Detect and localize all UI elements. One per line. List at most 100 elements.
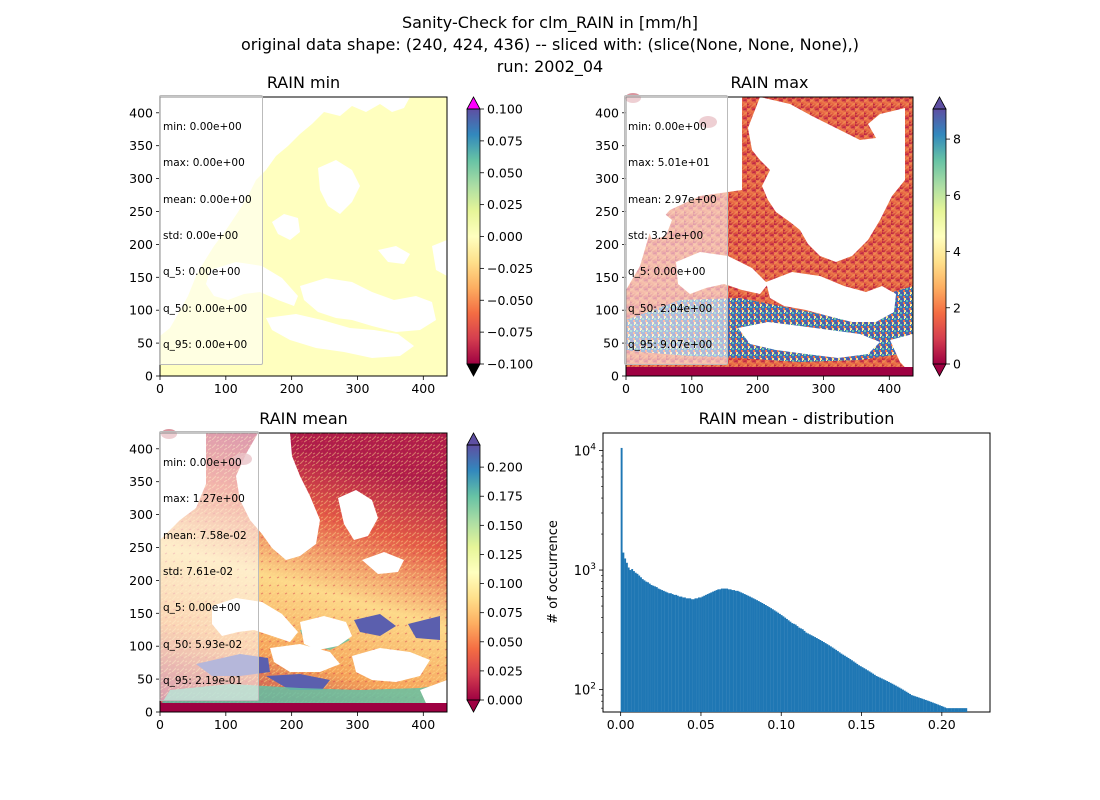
histogram-bar	[824, 643, 827, 712]
stats-line: q_5: 0.00e+00	[163, 266, 241, 279]
y-tick-label: 150	[129, 270, 153, 285]
colorbar-tick-label: −0.100	[487, 357, 533, 372]
figure-title-line: original data shape: (240, 424, 436) -- …	[241, 35, 859, 54]
histogram-bar	[900, 688, 903, 712]
y-tick-label: 0	[145, 369, 153, 384]
histogram-bar	[819, 640, 822, 712]
histogram-bar	[944, 707, 947, 712]
histogram-bar	[657, 588, 660, 712]
y-tick-label: 150	[129, 606, 153, 621]
histogram-bar	[902, 689, 904, 712]
histogram-bar	[784, 617, 787, 712]
histogram-bar	[701, 596, 704, 712]
histogram-bar	[872, 673, 875, 712]
y-tick-label: 250	[129, 204, 153, 219]
histogram-bar	[676, 595, 679, 712]
y-tick-label: 150	[595, 270, 619, 285]
stats-line: q_95: 2.19e-01	[163, 674, 243, 687]
colorbar-tick-label: 0.200	[487, 460, 523, 475]
histogram-bar	[930, 701, 933, 712]
y-tick-label: 100	[129, 303, 153, 318]
x-tick-label: 100	[680, 381, 704, 396]
histogram-bar	[666, 592, 669, 712]
y-tick-label: 0	[145, 705, 153, 720]
colorbar-tick-label: 8	[953, 132, 961, 147]
histogram-bar	[798, 627, 801, 712]
histogram-bar	[736, 590, 739, 712]
y-tick-label: 50	[137, 336, 153, 351]
histogram-bar	[659, 589, 662, 712]
x-tick-label: 0	[622, 381, 630, 396]
histogram-bar	[875, 676, 878, 712]
histogram-bar	[917, 697, 920, 712]
x-tick-label: 400	[877, 381, 901, 396]
histogram-bar	[713, 590, 716, 712]
histogram-bar	[757, 601, 760, 712]
histogram-bar	[796, 626, 799, 712]
histogram-bar	[812, 636, 815, 712]
panel-title-mean: RAIN mean	[259, 409, 348, 428]
histogram-bar	[822, 642, 825, 712]
histogram-bar	[831, 647, 834, 712]
figure-title-line: Sanity-Check for clm_RAIN in [mm/h]	[401, 13, 699, 32]
y-tick-label: 300	[129, 507, 153, 522]
histogram-bar	[768, 607, 771, 712]
colorbar-tick-label: −0.025	[487, 261, 533, 276]
histogram-bar	[747, 595, 750, 712]
histogram-bar	[756, 600, 758, 712]
stats-line: min: 0.00e+00	[628, 121, 707, 134]
histogram-bar	[921, 698, 924, 712]
x-tick-label: 200	[280, 717, 304, 732]
histogram-bar	[893, 684, 896, 712]
histogram-bar	[631, 569, 634, 712]
histogram-bar	[722, 588, 725, 712]
x-tick-label: 400	[411, 381, 435, 396]
x-tick-label: 0	[156, 381, 164, 396]
colorbar-min	[466, 96, 481, 377]
colorbar-tick-label: 0.100	[487, 576, 523, 591]
histogram-bar	[865, 669, 867, 712]
histogram-bar	[821, 641, 824, 712]
histogram-bar	[678, 596, 681, 712]
histogram-bar	[662, 590, 665, 712]
histogram-bar	[792, 623, 795, 712]
hist-x-tick-label: 0.15	[848, 717, 876, 732]
histogram-bar	[671, 594, 674, 712]
histogram-bar	[817, 639, 820, 712]
histogram-bar	[624, 558, 627, 712]
histogram-bar	[692, 599, 695, 712]
histogram-bar	[800, 628, 802, 712]
histogram-bar	[849, 659, 852, 712]
histogram-bar	[938, 705, 941, 712]
histogram-bar	[801, 629, 804, 712]
southern-strip	[160, 703, 447, 712]
colorbar-tick-label: 0.000	[487, 229, 523, 244]
hist-ylabel: # of occurrence	[546, 520, 561, 624]
histogram-bar	[926, 700, 929, 712]
histogram-bar	[622, 552, 625, 712]
histogram-bar	[891, 683, 894, 712]
colorbar-tick-label: 0	[953, 357, 961, 372]
x-tick-label: 100	[214, 381, 238, 396]
colorbar-tick-label: 0.075	[487, 133, 523, 148]
histogram-bar	[960, 708, 962, 712]
stats-line: q_5: 0.00e+00	[163, 602, 241, 615]
colorbar-extend-over	[932, 96, 947, 110]
y-tick-label: 50	[603, 336, 619, 351]
histogram-panel: # of occurrence	[546, 432, 991, 713]
histogram-bar	[687, 598, 690, 712]
histogram-bar	[669, 593, 672, 712]
colorbar-extend-under	[466, 699, 481, 713]
histogram-bar	[912, 695, 915, 712]
stats-box-mean: min: 0.00e+00 max: 1.27e+00 mean: 7.58e-…	[159, 431, 259, 702]
histogram-bar	[880, 678, 883, 712]
histogram-bar	[956, 708, 959, 712]
stats-line: mean: 0.00e+00	[163, 193, 252, 206]
histogram-bar	[634, 572, 637, 712]
histogram-bar	[894, 685, 897, 712]
y-tick-label: 350	[129, 138, 153, 153]
histogram-bar	[715, 590, 718, 712]
hist-y-tick-label: 103	[574, 562, 596, 579]
y-tick-label: 100	[129, 639, 153, 654]
